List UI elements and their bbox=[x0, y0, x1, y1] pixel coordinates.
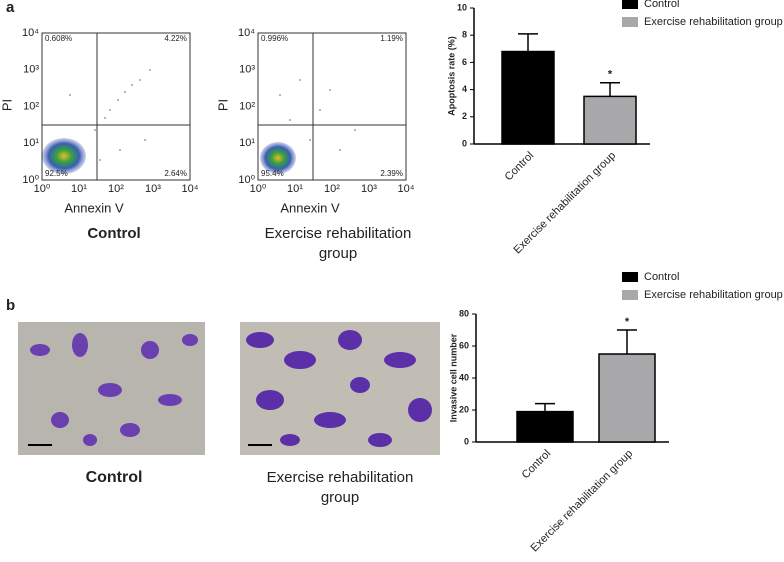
significance: * bbox=[608, 69, 613, 81]
bar bbox=[598, 353, 656, 443]
plot-caption: group bbox=[319, 245, 357, 262]
y-tick-label: 20 bbox=[459, 404, 469, 414]
y-tick-label: 2 bbox=[462, 111, 467, 121]
panel-label: a bbox=[6, 0, 15, 16]
x-tick-label: 10³ bbox=[145, 183, 161, 195]
y-tick-label: 40 bbox=[459, 372, 469, 382]
plot-caption: Control bbox=[87, 225, 140, 242]
x-tick-label: 10² bbox=[324, 183, 340, 195]
x-tick-label: 10² bbox=[108, 183, 124, 195]
bar bbox=[583, 95, 637, 145]
bar bbox=[501, 50, 555, 145]
quadrant-percent: 0.996% bbox=[261, 34, 288, 43]
plot-frame bbox=[41, 32, 191, 181]
legend-swatch bbox=[622, 290, 638, 300]
y-tick-label: 10⁴ bbox=[22, 27, 39, 39]
y-axis-label: Apoptosis rate (%) bbox=[446, 36, 456, 116]
y-tick-label: 10⁰ bbox=[238, 174, 255, 186]
panel-label: b bbox=[6, 297, 15, 314]
y-tick-label: 10¹ bbox=[239, 137, 255, 149]
micrograph bbox=[18, 322, 440, 455]
quadrant-percent: 2.39% bbox=[380, 169, 403, 178]
image-caption: Exercise rehabilitation bbox=[267, 469, 414, 486]
y-tick-label: 4 bbox=[462, 84, 467, 94]
x-tick-label: Control bbox=[520, 448, 554, 482]
y-tick-label: 10¹ bbox=[23, 137, 39, 149]
y-tick-label: 0 bbox=[462, 138, 467, 148]
y-axis-label: PI bbox=[215, 99, 230, 111]
legend-swatch bbox=[622, 17, 638, 27]
legend-label: Exercise rehabilitation group bbox=[644, 289, 783, 301]
y-tick-label: 60 bbox=[459, 340, 469, 350]
y-tick-label: 10² bbox=[239, 100, 255, 112]
legend-swatch bbox=[622, 0, 638, 9]
quadrant-percent: 4.22% bbox=[164, 34, 187, 43]
quadrant-percent: 92.5% bbox=[45, 169, 68, 178]
plot-frame bbox=[257, 32, 407, 181]
quadrant-percent: 95.4% bbox=[261, 169, 284, 178]
x-axis-label: Annexin V bbox=[280, 200, 340, 215]
x-tick-label: Control bbox=[503, 150, 537, 184]
legend-label: Control bbox=[644, 271, 679, 283]
legend-label: Control bbox=[644, 0, 679, 10]
y-axis-label: Invasive cell number bbox=[448, 333, 458, 422]
bar bbox=[516, 410, 574, 443]
y-tick-label: 10³ bbox=[23, 64, 39, 76]
quadrant-percent: 0.608% bbox=[45, 34, 72, 43]
legend-label: Exercise rehabilitation group bbox=[644, 16, 783, 28]
x-tick-label: 10¹ bbox=[71, 183, 87, 195]
y-tick-label: 80 bbox=[459, 308, 469, 318]
y-tick-label: 10⁰ bbox=[22, 174, 39, 186]
y-tick-label: 10 bbox=[457, 2, 467, 12]
y-tick-label: 10² bbox=[23, 100, 39, 112]
significance: * bbox=[625, 316, 630, 328]
cell-cloud bbox=[42, 69, 356, 174]
y-axis-label: PI bbox=[0, 99, 14, 111]
x-axis-label: Annexin V bbox=[64, 200, 124, 215]
image-caption: group bbox=[321, 489, 359, 506]
y-tick-label: 8 bbox=[462, 30, 467, 40]
x-tick-label: 10¹ bbox=[287, 183, 303, 195]
x-tick-label: 10⁴ bbox=[182, 183, 199, 195]
x-tick-label: 10⁰ bbox=[34, 183, 51, 195]
y-tick-label: 10³ bbox=[239, 64, 255, 76]
y-tick-label: 10⁴ bbox=[238, 27, 255, 39]
legend-swatch bbox=[622, 272, 638, 282]
plot-caption: Exercise rehabilitation bbox=[265, 225, 412, 242]
image-caption: Control bbox=[86, 469, 143, 486]
y-tick-label: 0 bbox=[464, 436, 469, 446]
x-tick-label: 10³ bbox=[361, 183, 377, 195]
quadrant-percent: 1.19% bbox=[380, 34, 403, 43]
y-tick-label: 6 bbox=[462, 57, 467, 67]
quadrant-percent: 2.64% bbox=[164, 169, 187, 178]
x-tick-label: 10⁰ bbox=[250, 183, 267, 195]
x-tick-label: 10⁴ bbox=[398, 183, 415, 195]
